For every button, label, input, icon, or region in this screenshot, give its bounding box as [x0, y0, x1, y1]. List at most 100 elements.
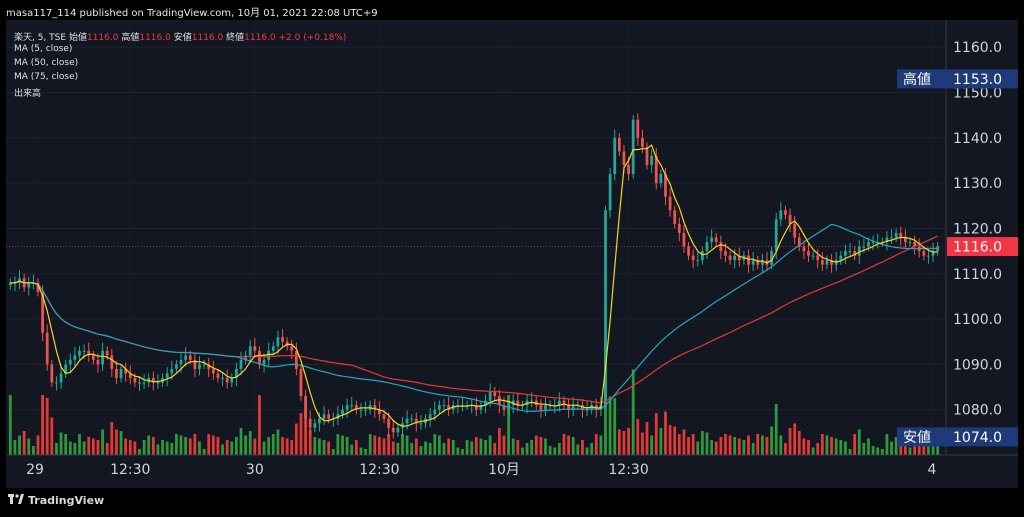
volume-bar — [345, 437, 349, 455]
low-label: 安値 — [903, 430, 931, 446]
candle-body — [327, 414, 331, 419]
candle-body — [110, 355, 114, 369]
candle-body — [585, 409, 589, 411]
volume-bar — [908, 447, 912, 455]
candle-body — [682, 232, 686, 247]
price-tick-label: 1110.0 — [953, 267, 1002, 283]
candle-body — [871, 242, 875, 244]
candle-body — [608, 174, 612, 211]
candle-body — [124, 368, 128, 374]
volume-bar — [419, 446, 423, 455]
volume-bar — [387, 434, 391, 455]
volume-bar — [299, 413, 303, 455]
candle-body — [613, 137, 617, 175]
candle-body — [848, 251, 852, 253]
candle-body — [747, 255, 750, 265]
volume-bar — [428, 443, 432, 455]
volume-bar — [654, 413, 658, 455]
volume-bar — [608, 396, 612, 455]
volume-bar — [613, 398, 617, 455]
volume-bar — [258, 395, 261, 455]
candle-body — [631, 119, 635, 175]
candle-body — [645, 146, 649, 165]
price-tick-label: 1150.0 — [953, 86, 1002, 102]
volume-bar — [876, 447, 880, 455]
volume-bar — [147, 435, 151, 455]
price-tick-label: 1160.0 — [953, 40, 1002, 56]
volume-bar — [867, 438, 870, 455]
volume-bar — [585, 447, 589, 455]
time-axis[interactable]: 29 12:30 30 12:30 10月 12:30 4 — [26, 462, 936, 478]
candle-body — [737, 255, 741, 261]
volume-bar — [719, 437, 723, 455]
volume-bar — [50, 417, 54, 455]
volume-bar — [733, 437, 737, 455]
candle-body — [797, 237, 801, 247]
volume-bar — [281, 437, 284, 455]
candle-body — [807, 251, 810, 256]
volume-bar — [304, 410, 307, 455]
price-axis[interactable]: 1160.0 1150.0 1140.0 1130.0 1120.0 1110.0 1100… — [953, 40, 1002, 419]
low-legend-value: 1116.0 — [191, 33, 224, 43]
volume-bar — [590, 443, 594, 455]
volume-bar — [401, 434, 404, 455]
candle-body — [64, 364, 68, 374]
volume-bar — [641, 432, 644, 455]
volume-bar — [433, 434, 437, 455]
volume-bar — [198, 441, 201, 455]
volume-bar — [142, 440, 146, 455]
candle-body — [687, 246, 690, 256]
candle-body — [931, 251, 935, 256]
volume-bar — [797, 431, 801, 455]
candle-body — [899, 232, 903, 238]
symbol-name[interactable]: 楽天, 5, TSE — [14, 33, 67, 43]
volume-bar — [382, 438, 386, 455]
time-tick-label: 12:30 — [359, 462, 399, 478]
volume-bar — [511, 438, 515, 455]
volume-bar — [41, 395, 44, 455]
volume-bar — [742, 440, 746, 455]
volume-bar — [885, 434, 889, 455]
candle-body — [115, 368, 118, 378]
candle-body — [294, 350, 298, 369]
volume-bar — [188, 438, 192, 455]
volume-bar — [677, 434, 681, 455]
volume-bar — [96, 440, 100, 455]
candle-body — [474, 405, 478, 410]
candle-body — [105, 350, 109, 356]
volume-bar — [354, 440, 358, 455]
volume-bar — [571, 437, 575, 455]
indicator-volume[interactable]: 出来高 — [14, 89, 42, 99]
candle-body — [862, 246, 866, 248]
indicator-ma75[interactable]: MA (75, close) — [14, 72, 79, 82]
candle-body — [36, 282, 40, 292]
volume-bar — [507, 395, 510, 455]
volume-bar — [8, 395, 12, 455]
volume-bar — [341, 435, 344, 455]
candle-body — [50, 364, 54, 383]
volume-bar — [22, 431, 26, 455]
candle-body — [636, 119, 640, 138]
high-value: 1153.0 — [953, 72, 1002, 88]
volume-bar — [336, 434, 340, 455]
volume-bar — [368, 434, 372, 455]
candle-body — [290, 346, 294, 351]
candle-body — [258, 350, 261, 365]
volume-bar — [91, 438, 95, 455]
indicator-ma5[interactable]: MA (5, close) — [14, 44, 73, 54]
candle-body — [696, 260, 700, 262]
candle-body — [705, 242, 709, 252]
candle-body — [221, 377, 224, 379]
price-tick-label: 1130.0 — [953, 176, 1002, 192]
candle-body — [216, 373, 220, 378]
volume-bar — [359, 447, 363, 455]
indicator-ma50[interactable]: MA (50, close) — [14, 58, 79, 68]
volume-bar — [156, 444, 160, 455]
volume-bar — [202, 449, 206, 455]
candle-body — [714, 237, 718, 243]
candle-body — [677, 223, 681, 233]
tradingview-footer[interactable]: TradingView — [8, 494, 104, 507]
candle-body — [641, 137, 644, 147]
candle-body — [816, 255, 820, 261]
